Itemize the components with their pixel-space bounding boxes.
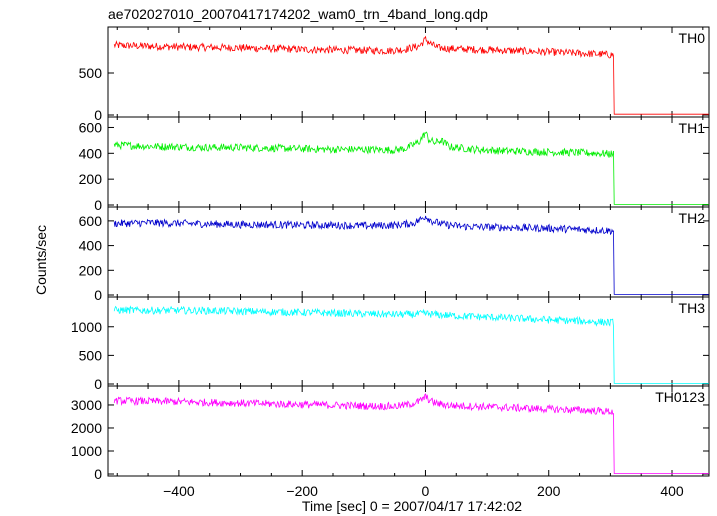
y-tick-label: 1000 xyxy=(71,443,102,459)
y-axis-label: Counts/sec xyxy=(33,225,49,295)
panel-th3: 0 500 1000 TH3 xyxy=(71,296,710,392)
panel-frame xyxy=(107,116,710,208)
panel-label: TH3 xyxy=(679,300,706,316)
series-line xyxy=(113,305,709,384)
panel-frame xyxy=(107,26,710,118)
panel-label: TH0 xyxy=(679,30,706,46)
y-tick-label: 400 xyxy=(79,238,103,254)
series-line xyxy=(113,215,709,295)
y-tick-label: 0 xyxy=(94,466,102,482)
series-line xyxy=(113,131,709,205)
panel-th0: 0 500 TH0 xyxy=(79,26,710,123)
y-tick-label: 0 xyxy=(94,376,102,392)
panel-th1: 0 200 400 600 TH1 xyxy=(79,116,710,213)
x-tick-label: −400 xyxy=(163,483,195,499)
y-tick-label: 400 xyxy=(79,145,103,161)
x-tick-label: −200 xyxy=(286,483,318,499)
y-tick-label: 2000 xyxy=(71,420,102,436)
panel-frame xyxy=(107,206,710,298)
y-tick-label: 600 xyxy=(79,213,103,229)
panel-frame xyxy=(107,385,710,477)
y-tick-label: 600 xyxy=(79,119,103,135)
x-tick-label: 200 xyxy=(537,483,561,499)
y-tick-label: 0 xyxy=(94,197,102,213)
y-tick-label: 500 xyxy=(79,65,103,81)
y-tick-label: 200 xyxy=(79,171,103,187)
panel-th2: 0 200 400 600 TH2 xyxy=(79,206,710,303)
panel-frame xyxy=(107,296,710,387)
panel-label: TH1 xyxy=(679,120,706,136)
y-tick-label: 3000 xyxy=(71,397,102,413)
y-tick-label: 200 xyxy=(79,262,103,278)
y-tick-label: 0 xyxy=(94,107,102,123)
panel-th0123: 0 1000 2000 3000 TH0123 xyxy=(71,385,710,482)
y-tick-label: 500 xyxy=(79,347,103,363)
x-axis-label: Time [sec] 0 = 2007/04/17 17:42:02 xyxy=(302,498,522,514)
x-tick-label: 0 xyxy=(422,483,430,499)
x-tick-label: 400 xyxy=(660,483,684,499)
y-tick-label: 1000 xyxy=(71,319,102,335)
chart-title: ae702027010_20070417174202_wam0_trn_4ban… xyxy=(108,6,488,22)
panels-group: 0 500 TH0 0 200 400 600 TH1 0 200 400 600 TH2 0 500 100… xyxy=(71,26,710,499)
panel-label: TH0123 xyxy=(655,389,705,405)
series-line xyxy=(113,35,709,115)
series-line xyxy=(113,393,709,474)
panel-label: TH2 xyxy=(679,210,706,226)
y-tick-label: 0 xyxy=(94,287,102,303)
